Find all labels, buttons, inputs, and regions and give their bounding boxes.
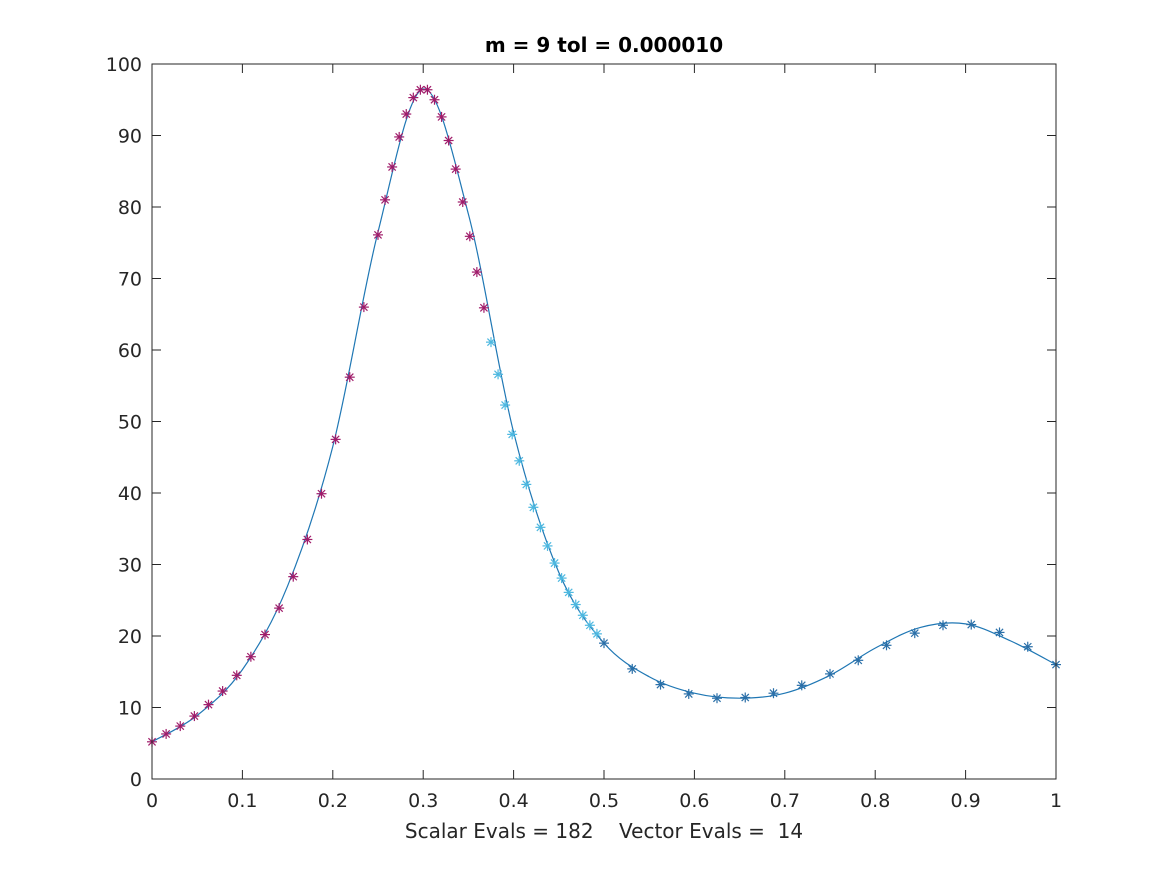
data-point [994, 627, 1005, 638]
x-tick-label: 0.8 [860, 790, 890, 812]
data-point [740, 692, 751, 703]
data-point [500, 400, 511, 411]
data-point [796, 680, 807, 691]
data-point [966, 619, 977, 630]
data-point [535, 522, 546, 533]
y-tick-label: 30 [118, 555, 142, 577]
data-point [457, 196, 468, 207]
x-tick-label: 0.6 [679, 790, 709, 812]
x-tick-label: 0.5 [589, 790, 619, 812]
data-point [514, 455, 525, 466]
data-point [627, 663, 638, 674]
data-point [1022, 641, 1033, 652]
y-tick-label: 80 [118, 197, 142, 219]
y-tick-label: 0 [130, 769, 142, 791]
x-tick-label: 0.7 [770, 790, 800, 812]
data-point [464, 231, 475, 242]
data-point [436, 111, 447, 122]
y-tick-label: 100 [106, 54, 142, 76]
data-point [344, 372, 355, 383]
data-point [507, 429, 518, 440]
data-point [528, 502, 539, 513]
data-point [161, 728, 172, 739]
y-axis: 0 10 20 30 40 50 60 70 80 90 100 [106, 54, 1056, 791]
data-point [542, 540, 553, 551]
y-tick-label: 20 [118, 626, 142, 648]
data-point [655, 679, 666, 690]
data-point [478, 302, 489, 313]
data-point [429, 94, 440, 105]
data-point [521, 479, 532, 490]
data-point [394, 131, 405, 142]
data-point [556, 573, 567, 584]
data-point [450, 164, 461, 175]
data-point [231, 670, 242, 681]
plot-area [152, 64, 1056, 779]
data-point [471, 267, 482, 278]
data-point [584, 620, 595, 631]
x-tick-label: 0.1 [227, 790, 257, 812]
x-tick-label: 0.9 [950, 790, 980, 812]
data-point [288, 571, 299, 582]
x-tick-label: 0.2 [318, 790, 348, 812]
data-point [768, 688, 779, 699]
data-point [599, 638, 609, 649]
data-point [881, 640, 892, 651]
data-point [217, 686, 228, 697]
x-tick-label: 1 [1050, 790, 1062, 812]
data-point [408, 92, 419, 103]
data-point [358, 302, 369, 313]
data-point [591, 628, 602, 639]
data-point [316, 488, 327, 499]
x-axis: 0 0.1 0.2 0.3 0.4 0.5 0.6 0.7 0.8 0.9 1 [146, 64, 1062, 812]
data-point [302, 534, 313, 545]
data-point [443, 135, 454, 146]
data-point [486, 337, 496, 348]
x-tick-label: 0.4 [498, 790, 528, 812]
data-point [387, 161, 398, 172]
data-point [380, 194, 391, 205]
data-point [853, 655, 864, 666]
y-tick-label: 50 [118, 412, 142, 434]
data-point [909, 628, 920, 639]
y-tick-label: 70 [118, 269, 142, 291]
chart-title: m = 9 tol = 0.000010 [485, 33, 723, 57]
data-point [175, 721, 186, 732]
series-curve [151, 88, 1057, 743]
data-point [401, 109, 412, 120]
data-point [274, 603, 285, 614]
data-point [330, 434, 341, 445]
data-point [493, 369, 504, 380]
data-point [683, 688, 694, 699]
data-point [938, 620, 948, 631]
data-point [373, 229, 383, 240]
data-point [549, 558, 560, 569]
data-point [577, 610, 588, 621]
x-tick-label: 0.3 [408, 790, 438, 812]
plot-content [147, 84, 1061, 747]
data-point [260, 629, 270, 640]
y-tick-label: 60 [118, 340, 142, 362]
x-axis-label: Scalar Evals = 182 Vector Evals = 14 [405, 819, 803, 843]
data-point [570, 599, 581, 610]
data-point [422, 84, 433, 95]
data-point [825, 668, 835, 679]
data-point [189, 711, 200, 722]
data-point [563, 587, 574, 598]
data-point [245, 651, 256, 662]
data-point [712, 693, 722, 704]
y-tick-label: 40 [118, 483, 142, 505]
x-tick-label: 0 [146, 790, 158, 812]
y-tick-label: 10 [118, 698, 142, 720]
y-tick-label: 90 [118, 126, 142, 148]
data-point [203, 699, 214, 710]
